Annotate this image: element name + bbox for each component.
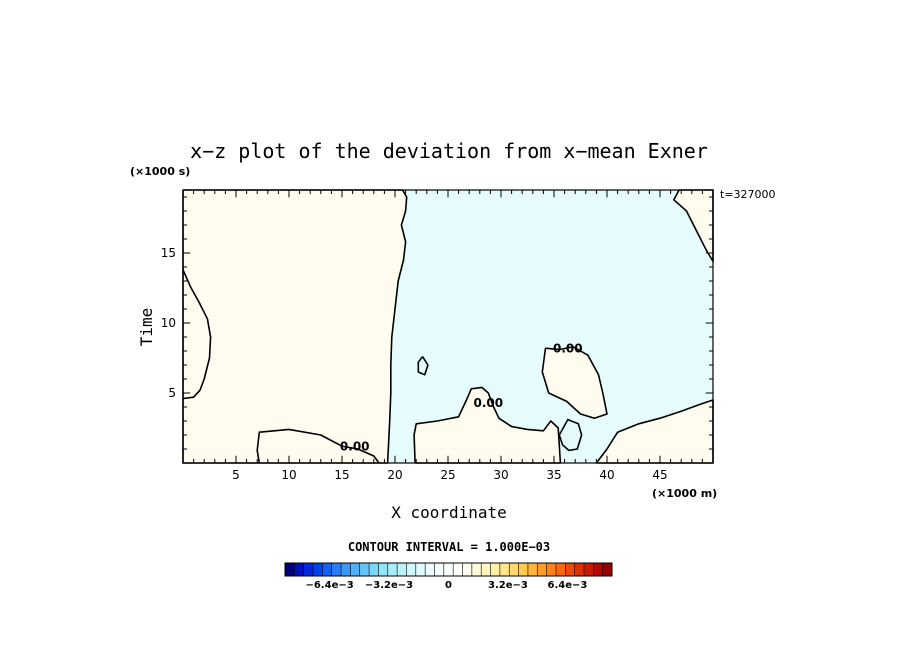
y-tick-labels: 5 10 15 (161, 246, 176, 400)
y-tick-label: 5 (168, 386, 176, 400)
colorbar-tick-labels: −6.4e−3 −3.2e−3 0 3.2e−3 6.4e−3 (305, 580, 587, 591)
contour-lines (182, 269, 429, 400)
colorbar-frame (284, 562, 613, 577)
x-tick-label: 40 (599, 468, 614, 482)
colorbar-cell (574, 563, 585, 576)
contour-outline-5 (558, 418, 583, 452)
y-tick-label: 10 (161, 316, 176, 330)
colorbar-cells (285, 563, 613, 576)
colorbar-cell (341, 563, 351, 576)
colorbar-tick-label: −6.4e−3 (305, 580, 353, 591)
colorbar-cell (387, 563, 398, 576)
colorbar-tick-label: −3.2e−3 (365, 580, 413, 591)
chart-title: x−z plot of the deviation from x−mean Ex… (190, 139, 708, 163)
colorbar-cell (397, 563, 407, 576)
colorbar-cell (481, 563, 491, 576)
contour-value-label: 0.00 (340, 439, 370, 453)
colorbar-cell (555, 563, 566, 576)
region-positive-2 (542, 346, 607, 419)
colorbar-cell (415, 563, 426, 576)
y-tick-label: 15 (161, 246, 176, 260)
x-tick-labels: 5 10 15 20 25 30 35 40 45 (232, 468, 667, 482)
colorbar-cell (537, 563, 547, 576)
colorbar-cell (434, 563, 445, 576)
colorbar-cell (462, 563, 473, 576)
x-tick-label: 45 (652, 468, 667, 482)
x-tick-label: 30 (493, 468, 508, 482)
colorbar-cell (406, 563, 417, 576)
colorbar-cell (359, 563, 370, 576)
colorbar-cell (294, 563, 304, 576)
region-positive-0 (183, 190, 407, 463)
colorbar-tick-label: 3.2e−3 (488, 580, 528, 591)
colorbar-cell (378, 563, 389, 576)
colorbar-cell (369, 563, 379, 576)
colorbar-cell (453, 563, 463, 576)
colorbar-cell (425, 563, 435, 576)
contour-outline-0 (182, 189, 408, 464)
colorbar-cell (518, 563, 529, 576)
colorbar-cell (565, 563, 575, 576)
colorbar-cell (490, 563, 501, 576)
colorbar: −6.4e−3 −3.2e−3 0 3.2e−3 6.4e−3 (284, 562, 613, 591)
colorbar-cell (499, 563, 510, 576)
x-tick-label: 25 (440, 468, 455, 482)
x-axis-label: X coordinate (391, 503, 507, 522)
y-unit-label: (×1000 s) (130, 165, 190, 178)
contour-line-1 (417, 356, 429, 376)
colorbar-cell (350, 563, 361, 576)
colorbar-tick-label: 6.4e−3 (547, 580, 587, 591)
colorbar-cell (322, 563, 333, 576)
contour-outline-2 (541, 345, 608, 420)
colorbar-cell (593, 563, 603, 576)
colorbar-cell (331, 563, 342, 576)
y-axis-label: Time (137, 308, 156, 347)
region-negative-5 (559, 419, 582, 451)
contour-value-label: 0.00 (473, 396, 503, 410)
contour-labels: 0.00 0.00 0.00 (340, 341, 583, 453)
region-positive-3 (596, 400, 713, 463)
colorbar-cell (303, 563, 314, 576)
contour-line-0 (182, 269, 212, 400)
colorbar-cell (509, 563, 519, 576)
colorbar-cell (443, 563, 454, 576)
shaded-regions (182, 189, 714, 464)
x-tick-label: 15 (334, 468, 349, 482)
region-positive-1 (414, 387, 561, 463)
colorbar-cell (546, 563, 557, 576)
x-tick-label: 20 (387, 468, 402, 482)
colorbar-tick-label: 0 (445, 580, 452, 591)
colorbar-cell (471, 563, 482, 576)
x-tick-label: 10 (281, 468, 296, 482)
colorbar-cell (602, 563, 613, 576)
contour-outline-1 (413, 386, 562, 464)
x-tick-label: 5 (232, 468, 240, 482)
time-stamp-label: t=327000 (720, 188, 776, 201)
colorbar-cell (313, 563, 323, 576)
contour-value-label: 0.00 (553, 341, 583, 355)
axis-ticks (183, 190, 713, 463)
plot-area: 0.00 0.00 0.00 (182, 189, 714, 464)
colorbar-cell (285, 563, 295, 576)
x-tick-label: 35 (546, 468, 561, 482)
x-unit-label: (×1000 m) (652, 487, 717, 500)
contour-interval-label: CONTOUR INTERVAL = 1.000E−03 (348, 540, 550, 554)
plot-frame (182, 189, 714, 464)
colorbar-cell (527, 563, 538, 576)
colorbar-cell (583, 563, 594, 576)
